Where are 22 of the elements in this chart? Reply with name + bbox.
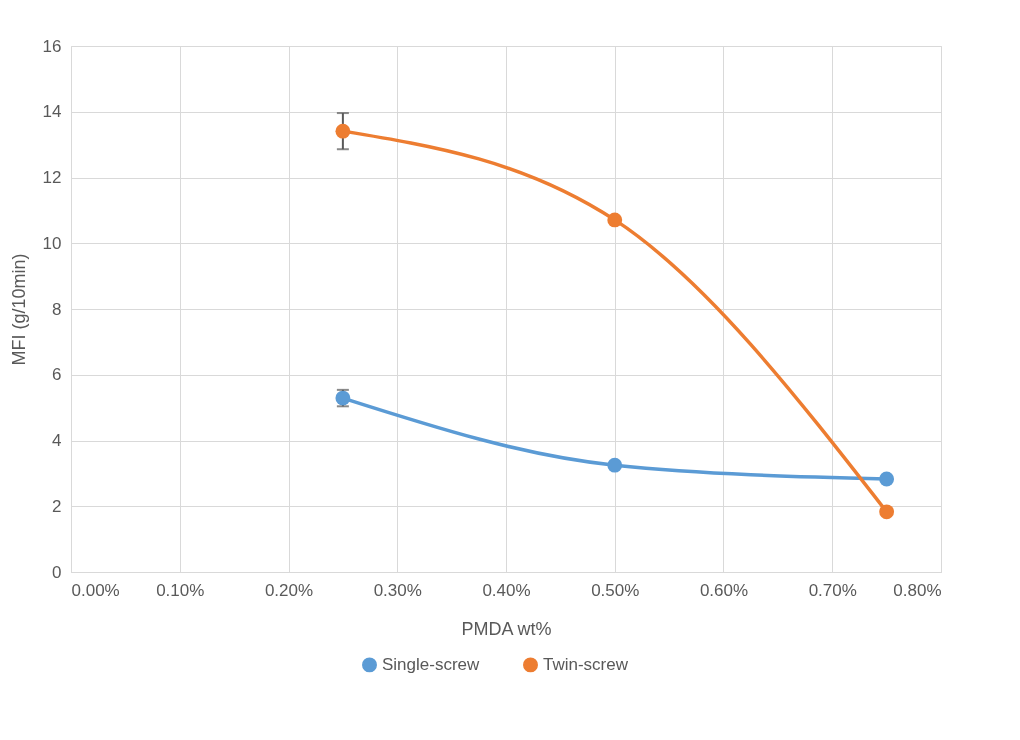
legend-label: Twin-screw	[543, 654, 629, 674]
y-tick-label: 10	[42, 233, 62, 253]
x-tick-label: 0.70%	[808, 580, 857, 600]
x-tick-label: 0.60%	[699, 580, 749, 600]
x-tick-label: 0.20%	[264, 580, 314, 600]
y-tick-label: 0	[52, 562, 62, 582]
y-tick-label: 4	[52, 431, 62, 450]
x-axis-title: PMDA wt%	[461, 618, 552, 639]
x-tick-label: 0.80%	[893, 580, 942, 600]
y-axis-title: MFI (g/10min)	[8, 253, 29, 366]
y-tick-label: 16	[42, 36, 62, 56]
x-tick-label: 0.10%	[156, 580, 205, 600]
x-tick-label: 0.30%	[373, 580, 422, 600]
x-tick-label: 0.00%	[71, 580, 120, 600]
y-tick-label: 8	[52, 299, 62, 319]
y-tick-label: 12	[42, 168, 62, 187]
y-tick-label: 2	[52, 496, 62, 516]
x-tick-label: 0.40%	[482, 580, 531, 600]
x-tick-label: 0.50%	[591, 580, 640, 600]
y-tick-label: 6	[52, 365, 62, 385]
legend-label: Single-screw	[382, 654, 481, 674]
y-tick-label: 14	[42, 102, 62, 122]
